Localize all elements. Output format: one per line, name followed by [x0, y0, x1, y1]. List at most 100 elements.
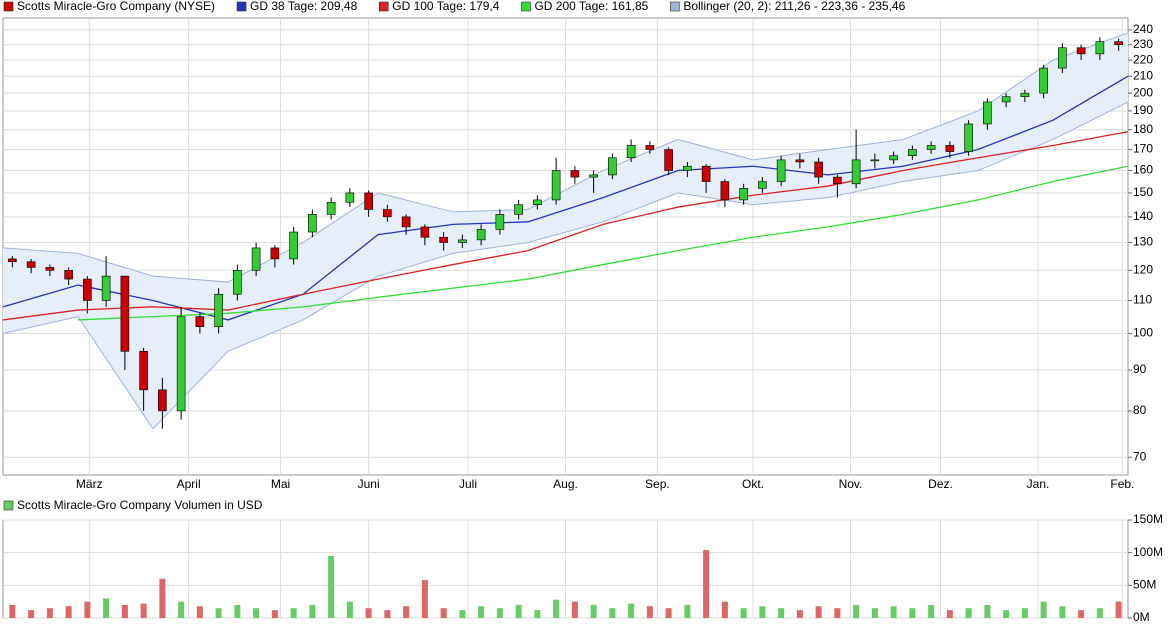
candle-body: [964, 123, 973, 152]
legend-label: GD 100 Tage: 179,4: [392, 0, 500, 13]
volume-bar: [46, 608, 53, 618]
volume-bar: [759, 606, 766, 618]
y-tick-label: 100M: [1133, 545, 1163, 559]
candle-body: [364, 192, 373, 210]
volume-bar: [159, 578, 166, 618]
moving-average-line: [77, 165, 1129, 321]
x-tick-label: Juli: [459, 477, 477, 491]
x-tick-label: Mai: [271, 477, 290, 491]
candle-body: [533, 199, 542, 205]
volume-bar: [28, 610, 35, 618]
x-tick-label: Aug.: [553, 477, 578, 491]
volume-bar: [871, 608, 878, 618]
candle-body: [1058, 47, 1067, 69]
candle-body: [870, 159, 880, 162]
candle-body: [45, 267, 55, 271]
bollinger-band: [3, 32, 1128, 429]
candle-body: [1001, 96, 1011, 103]
candle-body: [926, 145, 936, 150]
volume-bar: [1059, 606, 1066, 618]
candle-body: [889, 155, 898, 161]
volume-bar: [271, 610, 278, 618]
volume-bar: [721, 601, 728, 618]
legend-label: GD 38 Tage: 209,48: [250, 0, 358, 13]
candle-body: [1076, 47, 1086, 55]
y-tick-label: 110: [1133, 293, 1152, 307]
volume-bar: [834, 608, 841, 618]
candle-body: [645, 145, 655, 150]
candle-body: [401, 216, 411, 228]
candle-body: [270, 247, 280, 260]
x-tick-label: Sep.: [645, 477, 670, 491]
volume-bar: [215, 608, 222, 618]
volume-bar: [459, 610, 466, 618]
candle-body: [120, 275, 130, 352]
volume-bar: [928, 604, 935, 618]
moving-average-line: [2, 75, 1129, 321]
candle-body: [176, 316, 186, 412]
y-tick-label: 70: [1133, 449, 1147, 463]
volume-bar: [328, 555, 335, 618]
volume-bar: [553, 599, 560, 618]
candle-body: [1039, 67, 1048, 94]
legend-swatch: [378, 1, 389, 12]
volume-bar: [421, 580, 428, 618]
volume-bar: [778, 608, 785, 618]
candle-body: [495, 214, 505, 230]
candle-body: [233, 269, 242, 295]
candle-body: [345, 192, 355, 203]
y-tick-label: 160: [1133, 163, 1153, 177]
y-tick-label: 120: [1133, 262, 1153, 276]
legend-label: Scotts Miracle-Gro Company (NYSE): [17, 0, 215, 13]
legend-swatch: [521, 1, 531, 12]
y-tick-label: 230: [1133, 37, 1153, 51]
volume-bar: [196, 606, 203, 618]
x-tick-label: Nov.: [839, 477, 863, 491]
volume-bar: [946, 610, 953, 618]
candle-body: [420, 226, 430, 238]
volume-bar: [346, 601, 353, 618]
x-tick-label: Juni: [358, 477, 380, 491]
volume-bar: [9, 604, 16, 618]
candle-body: [251, 247, 261, 271]
x-tick-label: Dez.: [928, 477, 953, 491]
legend-swatch: [236, 1, 247, 12]
candle-body: [195, 316, 205, 327]
volume-bar: [121, 604, 128, 618]
volume-bar: [496, 608, 503, 618]
candle-body: [139, 351, 148, 391]
candle-body: [476, 229, 486, 241]
volume-bar: [178, 601, 185, 618]
candle-body: [383, 209, 392, 218]
volume-bar: [684, 604, 691, 618]
legend-swatch: [3, 1, 14, 12]
volume-bar: [890, 606, 897, 618]
volume-bar: [140, 603, 147, 618]
volume-bar: [815, 606, 822, 618]
candle-body: [1020, 92, 1030, 97]
volume-bar: [84, 601, 91, 618]
volume-bar: [740, 608, 747, 618]
candle-body: [1114, 41, 1123, 45]
volume-bar: [796, 610, 803, 618]
volume-bar: [646, 606, 653, 618]
y-tick-label: 80: [1133, 403, 1147, 417]
candle-body: [8, 258, 17, 263]
candle-body: [983, 101, 992, 125]
y-tick-label: 0M: [1133, 610, 1150, 624]
candle-body: [551, 170, 561, 201]
legend-label: Scotts Miracle-Gro Company Volumen in US…: [17, 498, 263, 512]
volume-bar: [515, 604, 522, 618]
bollinger-lower: [2, 101, 1129, 430]
legend-swatch: [3, 500, 14, 511]
x-tick-label: Feb.: [1110, 477, 1134, 491]
volume-bar: [590, 604, 597, 618]
candle-body: [758, 181, 767, 189]
volume-bar: [290, 608, 297, 618]
volume-bar: [571, 601, 578, 618]
y-tick-label: 90: [1133, 362, 1147, 376]
volume-bar: [984, 604, 991, 618]
volume-bar: [440, 608, 447, 618]
volume-bar: [384, 610, 391, 618]
